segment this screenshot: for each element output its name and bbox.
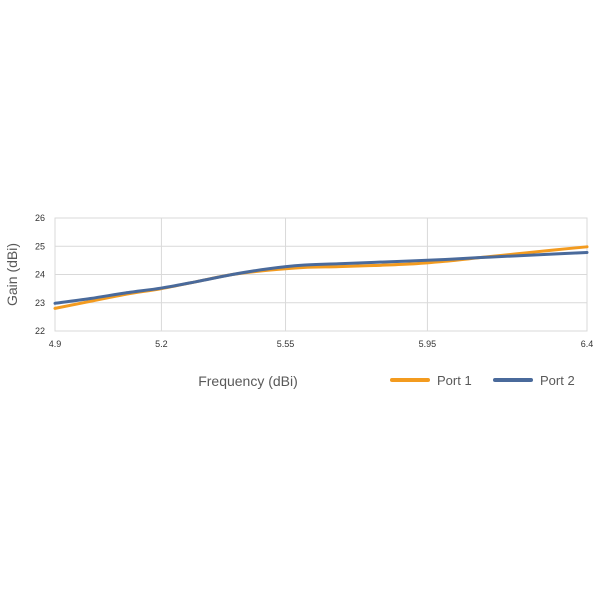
legend: Port 1 Port 2 [390, 373, 575, 388]
y-axis-title: Gain (dBi) [4, 243, 20, 306]
y-tick-label: 24 [35, 270, 45, 280]
y-tick-label: 23 [35, 298, 45, 308]
x-tick-label: 5.2 [155, 339, 168, 349]
plot-border [54, 217, 588, 332]
series-layer [53, 245, 589, 310]
x-tick-label: 5.95 [419, 339, 437, 349]
x-tick-label: 6.4 [581, 339, 594, 349]
legend-label: Port 1 [437, 373, 472, 388]
x-tick-label: 4.9 [49, 339, 62, 349]
x-axis-title: Frequency (dBi) [198, 373, 298, 389]
x-tick-label: 5.55 [277, 339, 295, 349]
grid-layer [54, 217, 588, 332]
y-tick-label: 26 [35, 213, 45, 223]
y-axis-ticks: 22 23 24 25 26 [35, 213, 45, 336]
x-axis-ticks: 4.9 5.2 5.55 5.95 6.4 [49, 339, 594, 349]
y-tick-label: 25 [35, 241, 45, 251]
legend-label: Port 2 [540, 373, 575, 388]
series-line-port-2 [53, 250, 589, 305]
legend-item-port-2: Port 2 [493, 373, 575, 388]
legend-item-port-1: Port 1 [390, 373, 472, 388]
y-tick-label: 22 [35, 326, 45, 336]
